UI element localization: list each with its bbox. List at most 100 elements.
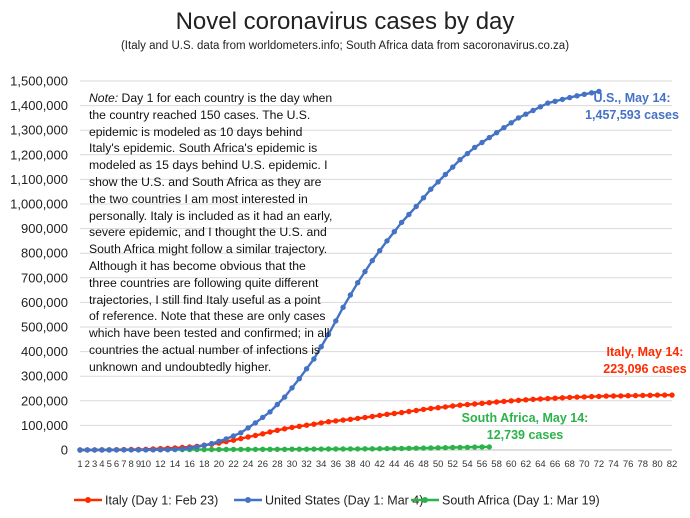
data-point (603, 393, 609, 399)
data-point (311, 356, 317, 362)
annotation-label: South Africa, May 14: (462, 411, 589, 425)
legend-marker (245, 497, 251, 503)
x-tick-label: 5 (107, 459, 112, 470)
data-point (450, 444, 456, 451)
data-point (84, 447, 91, 453)
data-point (260, 446, 266, 452)
data-point (654, 392, 661, 398)
data-point (464, 444, 471, 450)
data-point (245, 446, 251, 453)
data-point (493, 399, 500, 405)
legend-label: South Africa (Day 1: Mar 19) (442, 494, 600, 508)
x-tick-label: 12 (155, 459, 166, 470)
data-point (435, 405, 441, 411)
data-point (303, 366, 310, 372)
data-point (347, 446, 354, 452)
data-point (523, 111, 529, 117)
data-point (384, 238, 390, 244)
data-point (238, 446, 244, 453)
data-point (618, 393, 624, 399)
data-point (442, 404, 449, 410)
data-point (581, 394, 587, 400)
data-point (610, 393, 617, 399)
y-tick-label: 300,000 (21, 369, 68, 384)
data-point (559, 96, 566, 103)
x-tick-label: 24 (243, 459, 254, 470)
data-point (588, 90, 595, 96)
data-point (406, 211, 412, 218)
data-point (406, 445, 412, 451)
data-point (457, 402, 463, 408)
data-point (106, 447, 112, 453)
data-point (333, 318, 339, 324)
data-point (398, 219, 405, 226)
data-point (428, 405, 434, 412)
x-tick-label: 66 (550, 459, 561, 470)
data-point (347, 292, 354, 298)
data-point (281, 446, 288, 452)
x-tick-label: 82 (667, 459, 678, 470)
x-tick-label: 14 (170, 459, 181, 470)
data-point (377, 412, 383, 419)
y-tick-label: 700,000 (21, 270, 68, 285)
data-point (501, 398, 507, 405)
data-point (230, 437, 237, 443)
data-point (113, 447, 120, 453)
x-tick-label: 2 (85, 459, 90, 470)
data-point (464, 150, 471, 157)
data-point (662, 392, 668, 398)
data-point (289, 424, 295, 431)
annotation-label: U.S., May 14: (593, 91, 670, 105)
x-tick-label: 74 (608, 459, 619, 470)
x-tick-label: 16 (184, 459, 195, 470)
data-point (472, 144, 478, 151)
data-point (318, 446, 324, 452)
annotation-value: 223,096 cases (603, 362, 686, 376)
data-point (420, 406, 427, 413)
y-tick-label: 100,000 (21, 418, 68, 433)
x-tick-label: 80 (652, 459, 663, 470)
data-point (567, 94, 573, 101)
legend-marker (85, 497, 91, 503)
data-point (406, 408, 412, 415)
data-point (486, 400, 492, 406)
data-point (369, 413, 375, 420)
data-point (289, 446, 295, 452)
annotation-label: Italy, May 14: (607, 345, 684, 359)
data-point (281, 426, 288, 432)
data-point (508, 398, 514, 404)
y-axis-ticks: 0 100,000 200,000 300,000 400,000 500,000 600,… (10, 74, 68, 458)
data-point (574, 93, 580, 99)
data-point (464, 401, 471, 408)
data-point (369, 446, 375, 452)
data-point (216, 438, 222, 444)
data-point (260, 414, 266, 421)
x-tick-label: 32 (301, 459, 312, 470)
x-tick-label: 18 (199, 459, 210, 470)
y-tick-label: 1,400,000 (10, 98, 68, 113)
data-point (369, 257, 375, 264)
data-point (355, 280, 361, 286)
x-tick-label: 54 (462, 459, 473, 470)
legend-label: Italy (Day 1: Feb 23) (105, 494, 218, 508)
x-tick-label: 9 (136, 459, 141, 470)
legend-label: United States (Day 1: Mar 4) (265, 494, 423, 508)
data-point (121, 447, 127, 453)
x-tick-label: 46 (404, 459, 415, 470)
data-point (508, 120, 514, 126)
data-point (186, 445, 193, 451)
data-point (172, 446, 178, 452)
data-point (420, 195, 427, 201)
data-point (479, 444, 485, 450)
data-point (428, 445, 434, 451)
data-point (208, 440, 215, 447)
legend-item: South Africa (Day 1: Mar 19) (411, 494, 600, 508)
data-point (296, 446, 302, 452)
x-tick-label: 56 (477, 459, 488, 470)
x-tick-label: 64 (535, 459, 546, 470)
data-point (398, 445, 405, 452)
x-tick-label: 50 (433, 459, 444, 470)
data-point (362, 414, 368, 421)
data-point (303, 422, 310, 428)
series-1 (77, 88, 602, 453)
